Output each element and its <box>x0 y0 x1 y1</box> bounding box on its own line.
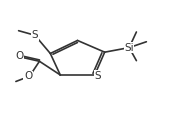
Text: S: S <box>32 30 38 40</box>
Text: O: O <box>24 71 32 81</box>
Text: O: O <box>15 51 24 61</box>
Text: Si: Si <box>124 43 134 53</box>
Text: S: S <box>94 71 101 81</box>
